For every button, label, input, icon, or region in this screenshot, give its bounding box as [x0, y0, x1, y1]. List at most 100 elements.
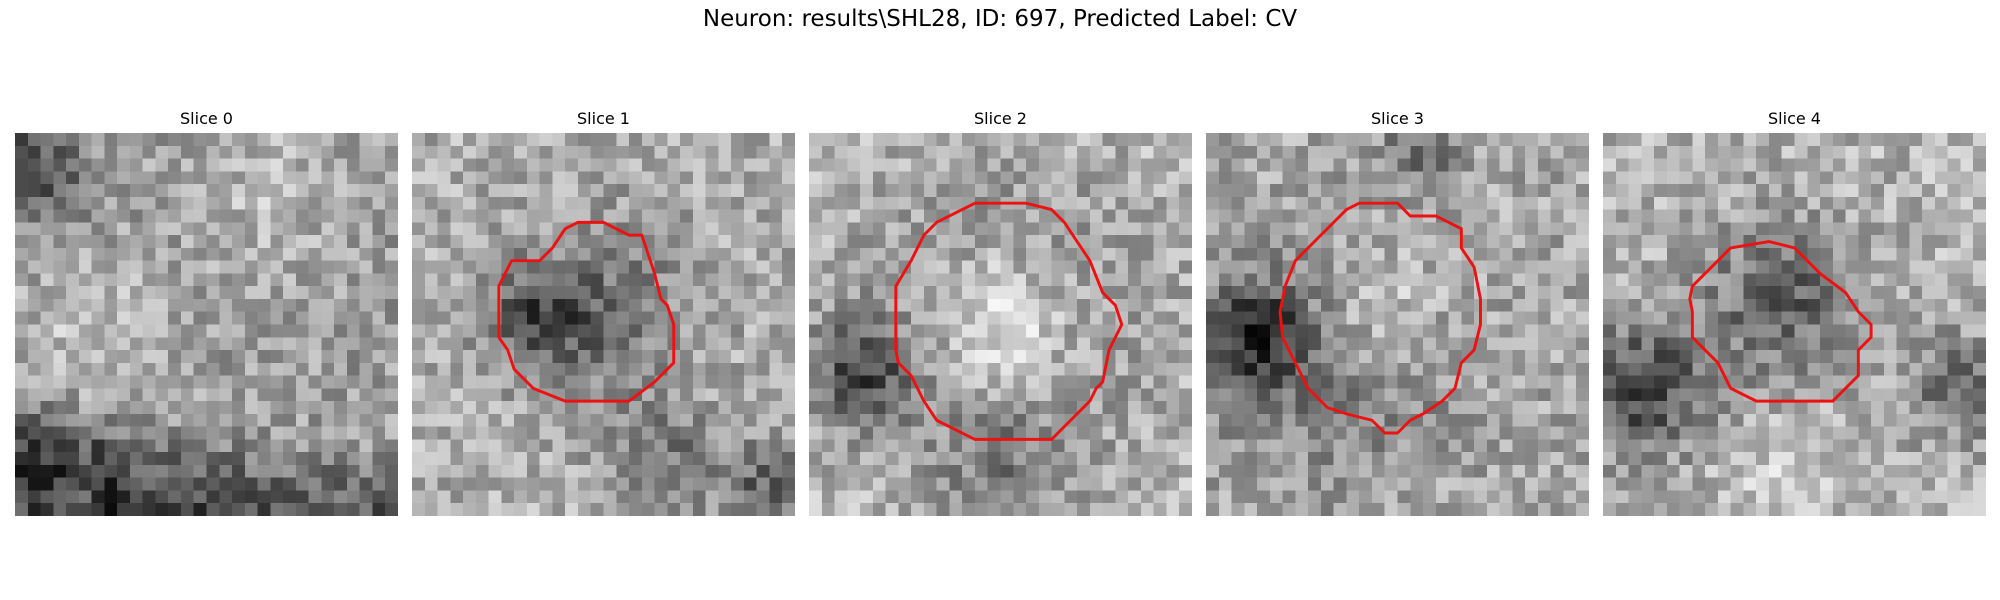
pixel: [1308, 184, 1322, 198]
pixel: [1435, 337, 1449, 351]
pixel: [1000, 452, 1014, 466]
pixel: [1525, 503, 1539, 516]
pixel: [1474, 247, 1488, 261]
pixel: [936, 439, 950, 453]
pixel: [603, 362, 617, 376]
pixel: [718, 337, 732, 351]
pixel: [53, 503, 67, 516]
pixel: [1768, 401, 1782, 415]
pixel: [1397, 362, 1411, 376]
pixel: [475, 273, 489, 287]
pixel: [1000, 375, 1014, 389]
pixel: [385, 477, 398, 491]
pixel: [1896, 247, 1910, 261]
pixel: [1909, 222, 1923, 236]
pixel: [1679, 260, 1693, 274]
pixel: [334, 184, 348, 198]
pixel: [295, 171, 309, 185]
pixel: [1666, 490, 1680, 504]
pixel: [1346, 439, 1360, 453]
pixel: [962, 350, 976, 364]
pixel: [15, 362, 29, 376]
pixel: [1282, 235, 1296, 249]
pixel: [974, 375, 988, 389]
pixel: [1115, 426, 1129, 440]
pixel: [1973, 337, 1986, 351]
pixel: [1896, 235, 1910, 249]
pixel: [1179, 298, 1192, 312]
pixel: [1679, 362, 1693, 376]
pixel: [1679, 490, 1693, 504]
pixel: [834, 235, 848, 249]
pixel: [168, 222, 182, 236]
pixel: [1756, 286, 1770, 300]
pixel: [1666, 350, 1680, 364]
pixel: [782, 158, 795, 172]
pixel: [450, 439, 464, 453]
pixel: [1896, 362, 1910, 376]
pixel: [1499, 298, 1513, 312]
pixel: [1525, 401, 1539, 415]
pixel: [27, 196, 41, 210]
pixel: [923, 337, 937, 351]
pixel: [1871, 273, 1885, 287]
pixel: [1768, 362, 1782, 376]
pixel: [860, 452, 874, 466]
pixel: [142, 209, 156, 223]
pixel: [1896, 477, 1910, 491]
pixel: [1641, 477, 1655, 491]
pixel: [1820, 311, 1834, 325]
pixel: [78, 158, 92, 172]
pixel: [987, 452, 1001, 466]
pixel: [1603, 286, 1617, 300]
pixel: [308, 375, 322, 389]
pixel: [1692, 133, 1706, 147]
pixel: [821, 362, 835, 376]
pixel: [1922, 490, 1936, 504]
pixel: [1603, 311, 1617, 325]
pixel: [987, 337, 1001, 351]
pixel: [1013, 324, 1027, 338]
pixel: [987, 439, 1001, 453]
pixel: [346, 235, 360, 249]
pixel: [718, 490, 732, 504]
pixel: [1628, 464, 1642, 478]
pixel: [539, 145, 553, 159]
pixel: [756, 260, 770, 274]
pixel: [898, 401, 912, 415]
pixel: [1295, 145, 1309, 159]
pixel: [577, 273, 591, 287]
pixel: [1550, 133, 1564, 147]
pixel: [680, 337, 694, 351]
pixel: [1499, 452, 1513, 466]
pixel: [1730, 298, 1744, 312]
pixel: [949, 184, 963, 198]
pixel: [1397, 477, 1411, 491]
pixel: [680, 426, 694, 440]
pixel: [987, 273, 1001, 287]
pixel: [321, 298, 335, 312]
pixel: [577, 260, 591, 274]
pixel: [1858, 286, 1872, 300]
pixel: [1153, 158, 1167, 172]
pixel: [911, 337, 925, 351]
pixel: [1973, 171, 1986, 185]
pixel: [898, 375, 912, 389]
pixel: [1883, 350, 1897, 364]
pixel: [308, 184, 322, 198]
pixel: [718, 260, 732, 274]
pixel: [1166, 209, 1180, 223]
pixel: [1064, 388, 1078, 402]
pixel: [1435, 503, 1449, 516]
pixel: [1257, 503, 1271, 516]
pixel: [180, 350, 194, 364]
pixel: [860, 209, 874, 223]
pixel: [1320, 133, 1334, 147]
pixel: [1845, 362, 1859, 376]
pixel: [1768, 286, 1782, 300]
pixel: [1371, 260, 1385, 274]
pixel: [616, 311, 630, 325]
pixel: [1269, 490, 1283, 504]
pixel: [1102, 260, 1116, 274]
pixel: [1654, 158, 1668, 172]
